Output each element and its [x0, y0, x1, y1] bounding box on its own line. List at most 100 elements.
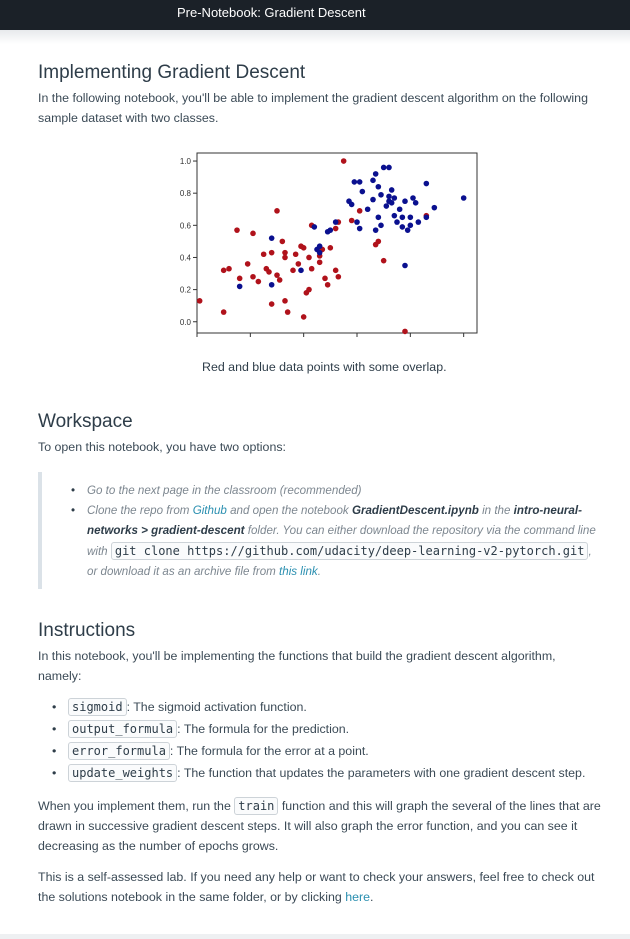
red-data-point	[380, 257, 387, 264]
blue-data-point	[402, 198, 408, 205]
red-data-point	[284, 309, 291, 315]
function-description: : The function that updates the paramete…	[177, 766, 586, 780]
y-tick-label: 0.0	[180, 318, 192, 327]
red-data-point	[292, 251, 299, 258]
red-data-point	[327, 245, 334, 251]
blue-data-point	[298, 267, 304, 274]
blue-data-point	[386, 164, 392, 171]
red-data-point	[220, 267, 227, 274]
section-heading-instructions: Instructions	[38, 620, 136, 641]
blue-data-point	[236, 283, 243, 290]
blue-data-point	[386, 193, 392, 200]
function-name-code: error_formula	[68, 742, 170, 760]
workspace-intro-text: To open this notebook, you have two opti…	[38, 440, 286, 454]
red-data-point	[295, 261, 302, 267]
red-data-point	[282, 298, 288, 304]
blue-data-point	[268, 281, 275, 288]
plot-frame	[196, 152, 478, 334]
function-name-code: update_weights	[68, 764, 178, 782]
list-item: error_formula: The formula for the error…	[52, 740, 616, 762]
red-data-point	[220, 309, 227, 315]
header-shadow	[0, 30, 630, 44]
paragraph-text: This is a self-assessed lab. If you need…	[38, 870, 595, 904]
scatter-plot: 0.00.20.40.60.81.00.00.20.40.60.81.0	[180, 152, 478, 349]
section-heading-workspace: Workspace	[38, 411, 133, 432]
blue-data-point	[354, 219, 360, 225]
red-data-point	[402, 328, 408, 335]
workspace-options-blockquote: Go to the next page in the classroom (re…	[38, 472, 617, 589]
y-tick-label: 1.0	[180, 157, 192, 166]
red-data-point	[332, 225, 339, 232]
blue-data-point	[391, 195, 398, 201]
figure-caption: Red and blue data points with some overl…	[202, 360, 447, 374]
blue-data-point	[356, 179, 363, 185]
blue-data-point	[351, 179, 358, 185]
option-clone-text: and open the notebook	[226, 504, 352, 517]
y-tick-label: 0.4	[180, 253, 192, 262]
solutions-here-link[interactable]: here	[345, 890, 371, 904]
red-data-point	[306, 286, 312, 293]
function-description: : The formula for the prediction.	[177, 722, 350, 736]
red-data-point	[308, 265, 315, 272]
run-train-paragraph: When you implement them, run the train f…	[38, 796, 613, 856]
blue-data-point	[423, 214, 430, 221]
blue-data-point	[399, 224, 406, 230]
blue-data-point	[378, 191, 384, 198]
red-data-point	[335, 273, 342, 280]
red-data-point	[322, 275, 328, 282]
red-data-point	[282, 254, 288, 261]
blue-data-point	[348, 201, 355, 208]
paragraph-text: .	[370, 890, 374, 904]
option-next-page-text: Go to the next page in the classroom (re…	[87, 484, 362, 497]
blue-data-point	[332, 219, 339, 225]
github-link[interactable]: Github	[192, 504, 227, 517]
red-data-point	[316, 259, 323, 266]
red-data-point	[250, 273, 256, 280]
instructions-intro-text: In this notebook, you'll be implementing…	[38, 649, 556, 683]
git-clone-command: git clone https://github.com/udacity/dee…	[110, 542, 589, 560]
blue-data-point	[370, 196, 376, 203]
red-data-point	[300, 245, 307, 251]
red-data-point	[290, 267, 296, 274]
option-clone-text: , or download it as an archive file from	[87, 545, 592, 578]
notebook-filename: GradientDescent.ipynb	[351, 504, 479, 517]
red-data-point	[266, 269, 272, 275]
option-clone-text: Clone the repo from	[87, 504, 193, 517]
functions-list: sigmoid: The sigmoid activation function…	[52, 696, 616, 784]
blue-data-point	[394, 219, 400, 225]
red-data-point	[279, 238, 286, 245]
blue-data-point	[268, 235, 275, 241]
bottom-border	[0, 934, 630, 939]
blue-data-point	[399, 214, 406, 221]
list-item: output_formula: The formula for the pred…	[52, 718, 616, 740]
blue-data-point	[383, 203, 390, 209]
blue-data-point	[378, 222, 384, 229]
red-data-point	[324, 281, 331, 288]
blue-data-point	[359, 188, 366, 195]
blue-data-point	[316, 249, 323, 256]
list-item: sigmoid: The sigmoid activation function…	[52, 696, 616, 718]
y-tick-label: 0.6	[180, 221, 192, 230]
red-data-point	[268, 301, 275, 307]
list-item: update_weights: The function that update…	[52, 762, 616, 784]
blue-data-point	[372, 171, 379, 177]
function-name-code: output_formula	[68, 720, 178, 738]
red-data-point	[268, 249, 275, 256]
scatter-figure: 0.00.20.40.60.81.00.00.20.40.60.81.0	[38, 150, 558, 349]
blue-data-point	[423, 180, 430, 187]
red-data-point	[274, 272, 280, 278]
paragraph-text: function and this will graph the several…	[38, 799, 601, 853]
blue-data-point	[327, 227, 334, 233]
blue-data-point	[364, 206, 371, 213]
y-tick-label: 0.2	[180, 286, 192, 295]
red-data-point	[234, 227, 240, 233]
archive-download-link[interactable]: this link	[279, 565, 318, 578]
list-item: Clone the repo from Github and open the …	[71, 501, 597, 582]
blue-data-point	[388, 187, 395, 193]
blue-data-point	[415, 219, 422, 225]
blue-data-point	[388, 200, 395, 206]
section-intro-text: In the following notebook, you'll be abl…	[38, 91, 588, 125]
red-data-point	[348, 217, 355, 224]
red-data-point	[306, 254, 312, 261]
red-data-point	[226, 265, 232, 272]
